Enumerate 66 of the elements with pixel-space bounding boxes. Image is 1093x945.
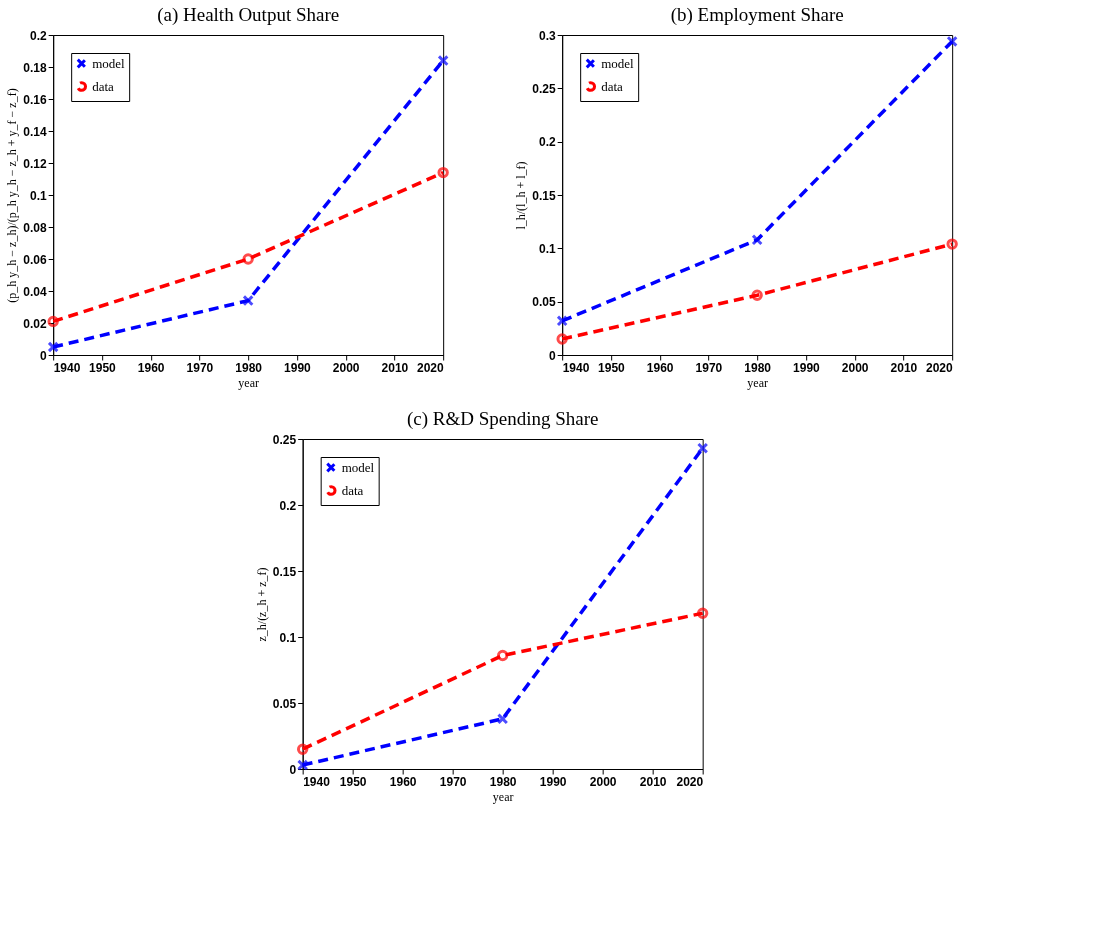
x-tick-label: 1970 bbox=[439, 774, 467, 789]
chart-title: (c) R&D Spending Share bbox=[406, 408, 599, 430]
x-tick-label: 1960 bbox=[646, 360, 674, 375]
x-tick-label: 1940 bbox=[562, 360, 590, 375]
x-tick-label: 1940 bbox=[53, 360, 81, 375]
x-tick-label: 1970 bbox=[695, 360, 723, 375]
y-tick-label: 0.2 bbox=[29, 28, 47, 43]
legend-label: model bbox=[92, 55, 126, 71]
y-tick-label: 0.02 bbox=[23, 316, 47, 331]
x-tick-label: 1940 bbox=[303, 774, 331, 789]
x-tick-label: 1950 bbox=[339, 774, 367, 789]
y-tick-label: 0.1 bbox=[279, 630, 297, 645]
x-tick-label: 1970 bbox=[186, 360, 214, 375]
x-tick-label: 2020 bbox=[416, 360, 444, 375]
y-tick-label: 0 bbox=[39, 348, 47, 363]
y-tick-label: 0.1 bbox=[538, 241, 556, 256]
y-tick-label: 0.06 bbox=[23, 252, 47, 267]
y-tick-label: 0.15 bbox=[532, 188, 556, 203]
x-tick-label: 2020 bbox=[925, 360, 953, 375]
x-tick-label: 2010 bbox=[890, 360, 918, 375]
legend-label: model bbox=[601, 55, 635, 71]
y-tick-label: 0.2 bbox=[279, 498, 297, 513]
y-tick-label: 0.16 bbox=[23, 92, 47, 107]
y-tick-label: 0 bbox=[289, 762, 297, 777]
x-tick-label: 1960 bbox=[389, 774, 417, 789]
chart-title: (a) Health Output Share bbox=[157, 4, 340, 26]
y-tick-label: 0.08 bbox=[23, 220, 47, 235]
x-tick-label: 1990 bbox=[793, 360, 821, 375]
chart-title: (b) Employment Share bbox=[670, 4, 844, 26]
x-tick-label: 2010 bbox=[639, 774, 667, 789]
y-axis-title: z_h/(z_h + z_f) bbox=[254, 567, 269, 642]
legend-label: data bbox=[92, 78, 115, 94]
x-tick-label: 1950 bbox=[89, 360, 117, 375]
legend-label: model bbox=[341, 459, 375, 475]
x-tick-label: 1980 bbox=[744, 360, 772, 375]
y-axis-title: l_h/(l_h + l_f) bbox=[514, 161, 529, 230]
x-tick-label: 2000 bbox=[841, 360, 869, 375]
x-tick-label: 1960 bbox=[137, 360, 165, 375]
y-tick-label: 0.04 bbox=[23, 284, 47, 299]
x-tick-label: 1950 bbox=[598, 360, 626, 375]
y-tick-label: 0.25 bbox=[272, 432, 297, 447]
y-tick-label: 0.15 bbox=[272, 564, 297, 579]
x-tick-label: 2000 bbox=[589, 774, 617, 789]
x-tick-label: 1980 bbox=[235, 360, 263, 375]
y-tick-label: 0.1 bbox=[29, 188, 47, 203]
y-tick-label: 0.05 bbox=[272, 696, 297, 711]
y-tick-label: 0.18 bbox=[23, 60, 47, 75]
x-tick-label: 2010 bbox=[381, 360, 409, 375]
x-axis-title: year bbox=[492, 789, 514, 804]
x-tick-label: 1980 bbox=[489, 774, 517, 789]
y-tick-label: 0.05 bbox=[532, 295, 556, 310]
y-tick-label: 0.3 bbox=[538, 28, 556, 43]
x-tick-label: 1990 bbox=[539, 774, 567, 789]
y-tick-label: 0.12 bbox=[23, 156, 47, 171]
x-tick-label: 2000 bbox=[332, 360, 360, 375]
y-tick-label: 0 bbox=[548, 348, 556, 363]
y-tick-label: 0.2 bbox=[538, 135, 556, 150]
x-axis-title: year bbox=[238, 375, 259, 390]
y-tick-label: 0.14 bbox=[23, 124, 47, 139]
y-tick-label: 0.25 bbox=[532, 81, 556, 96]
legend-label: data bbox=[601, 78, 624, 94]
y-axis-title: (p_h y_h − z_h)/(p_h y_h − z_h + y_f − z_f) bbox=[5, 88, 20, 303]
x-tick-label: 2020 bbox=[676, 774, 704, 789]
legend-label: data bbox=[341, 482, 364, 498]
x-tick-label: 1990 bbox=[284, 360, 312, 375]
x-axis-title: year bbox=[747, 375, 768, 390]
